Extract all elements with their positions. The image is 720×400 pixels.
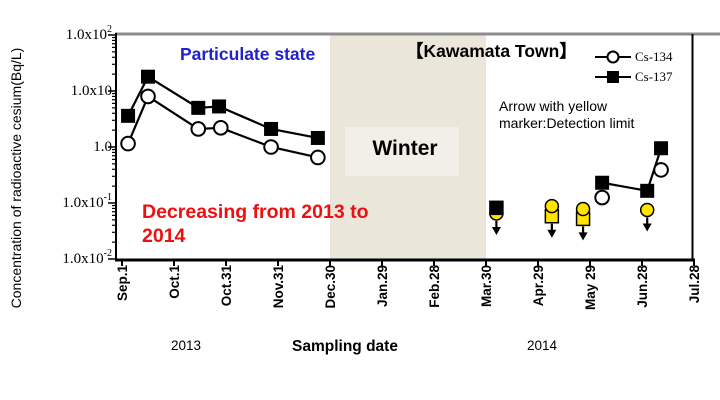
cs-134-marker: [213, 120, 229, 136]
y-tick-label: 1.0x10-1: [62, 192, 112, 212]
legend-label: Cs-137: [635, 69, 673, 84]
winter-label-box: [345, 127, 459, 176]
y-tick-label: 1.0: [93, 139, 112, 155]
legend-label: Cs-134: [635, 49, 673, 64]
x-tick-label: Apr.29: [531, 265, 546, 306]
chart-title: 【Kawamata Town】: [406, 41, 577, 61]
down-arrow-icon: [578, 232, 588, 241]
x-tick-label: Jan.29: [375, 265, 390, 307]
legend-row: Cs-137: [594, 68, 673, 86]
x-tick-label: Oct.31: [219, 265, 234, 307]
x-axis-title: Sampling date: [292, 338, 398, 355]
detection-limit-circle-marker: [639, 202, 655, 218]
cs-134-marker: [120, 135, 136, 152]
legend-marker-icon: [595, 50, 631, 64]
detection-limit-group: [575, 201, 591, 241]
year-label-2013: 2013: [171, 338, 202, 353]
detection-limit-note: Arrow with yellow marker:Detection limit: [499, 98, 634, 131]
cs-137-marker: [640, 183, 655, 198]
cs-137-marker: [212, 99, 227, 114]
x-tick-label: Mar.30: [479, 265, 494, 307]
detection-limit-square-marker: [489, 200, 504, 216]
cs-134-marker: [140, 88, 156, 105]
detection-limit-group: [544, 198, 560, 238]
y-tick-label: 1.0x102: [65, 24, 112, 44]
legend-marker-icon: [595, 71, 631, 83]
cs-134-marker: [190, 121, 207, 137]
down-arrow-icon: [642, 223, 652, 232]
detection-limit-note-line1: Arrow with yellow: [499, 98, 608, 114]
detection-limit-group: [639, 202, 655, 232]
x-tick-label: Nov.31: [271, 265, 286, 309]
detection-limit-group: [489, 200, 504, 235]
cs-134-marker: [310, 149, 326, 166]
down-arrow-icon: [547, 229, 557, 238]
detection-limit-note-line2: marker:Detection limit: [499, 114, 635, 131]
x-tick-label: Jun.28: [635, 265, 650, 308]
x-tick-label: Feb.28: [427, 265, 442, 308]
x-tick-label: Jul.28: [687, 265, 702, 304]
decreasing-trend-annotation: Decreasing from 2013 to 2014: [142, 201, 369, 247]
detection-limit-circle-marker: [544, 198, 560, 214]
down-arrow-icon: [491, 226, 501, 235]
y-axis-title: Concentration of radioactive cesium(Bq/L…: [8, 47, 24, 309]
x-tick-label: Dec.30: [323, 265, 338, 309]
legend-row: Cs-134: [594, 48, 673, 66]
detection-limit-circle-marker: [575, 201, 591, 217]
cs-137-marker: [310, 130, 325, 145]
y-tick-label: 1.0x10-2: [62, 248, 112, 268]
cs-134-marker: [653, 162, 669, 178]
cs-137-marker: [191, 100, 206, 115]
x-tick-label: Oct.1: [167, 265, 182, 299]
winter-label: Winter: [372, 137, 438, 160]
particulate-state-annotation: Particulate state: [180, 44, 316, 64]
x-tick-label: May 29: [583, 265, 598, 310]
x-tick-label: Sep.1: [115, 265, 130, 302]
cs-134-line: [127, 94, 319, 159]
cs-134-marker: [594, 189, 610, 206]
cs-137-marker: [121, 108, 136, 123]
y-tick-label: 1.0x10: [70, 83, 112, 99]
year-label-2014: 2014: [527, 338, 558, 353]
cs-137-marker: [595, 175, 610, 190]
cs-137-marker: [141, 69, 155, 84]
cs-134-marker: [263, 139, 279, 155]
cs-137-marker: [654, 141, 669, 156]
cs-137-marker: [264, 121, 279, 136]
